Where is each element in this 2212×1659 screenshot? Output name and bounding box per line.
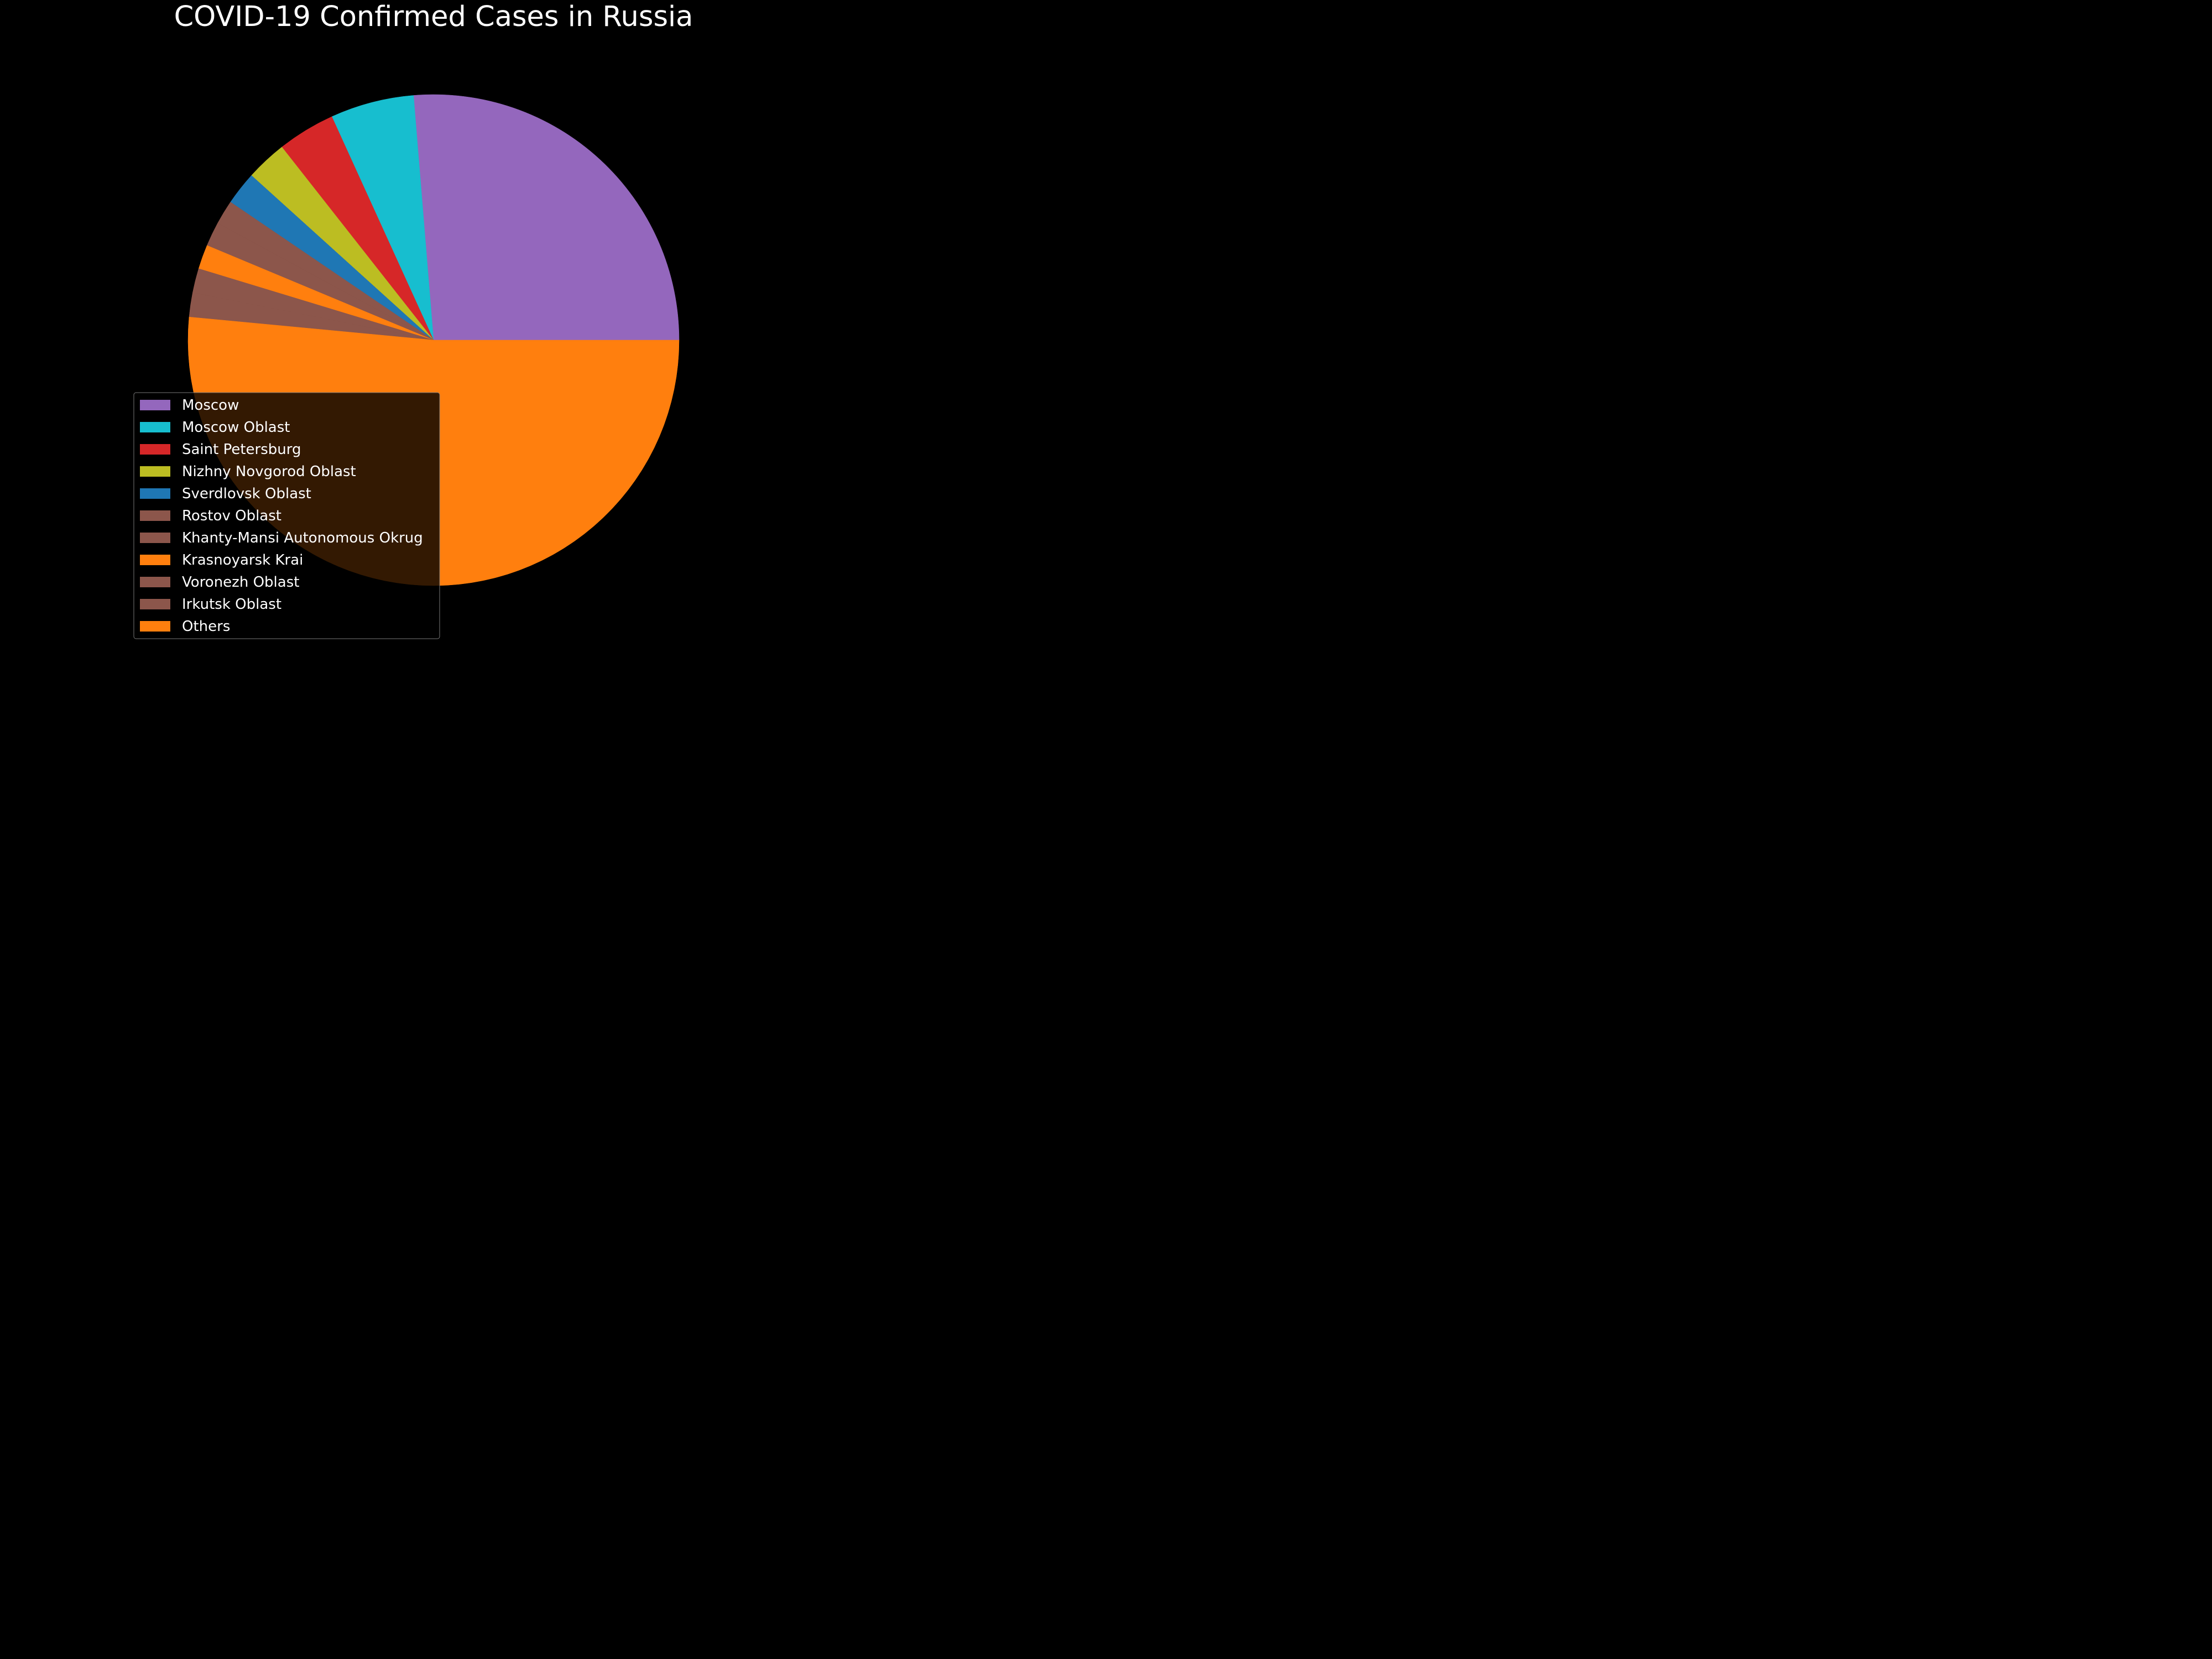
legend-swatch-voronezh-oblast	[140, 577, 170, 587]
chart-title: COVID-19 Confirmed Cases in Russia	[174, 1, 693, 33]
legend-swatch-saint-petersburg	[140, 444, 170, 455]
legend-swatch-krasnoyarsk-krai	[140, 555, 170, 565]
legend-swatch-moscow	[140, 400, 170, 410]
pie-chart: COVID-19 Confirmed Cases in Russia Mosco…	[0, 0, 867, 650]
legend-label-saint-petersburg: Saint Petersburg	[182, 441, 301, 458]
pie-slice-moscow-oblast	[331, 95, 434, 341]
legend-swatch-khanty-mansi-autonomous-okrug	[140, 533, 170, 543]
legend-label-irkutsk-oblast: Irkutsk Oblast	[182, 596, 281, 613]
legend-label-voronezh-oblast: Voronezh Oblast	[182, 574, 299, 591]
legend: Moscow Moscow Oblast Saint Petersburg Nizhn…	[133, 392, 440, 639]
legend-label-rostov-oblast: Rostov Oblast	[182, 508, 281, 524]
legend-label-moscow-oblast: Moscow Oblast	[182, 419, 290, 436]
legend-swatch-moscow-oblast	[140, 422, 170, 432]
legend-items: Moscow Moscow Oblast Saint Petersburg Nizhn…	[140, 397, 423, 635]
pie-slice-moscow	[413, 94, 680, 341]
legend-label-nizhny-novgorod-oblast: Nizhny Novgorod Oblast	[182, 463, 356, 480]
legend-swatch-irkutsk-oblast	[140, 599, 170, 609]
legend-label-krasnoyarsk-krai: Krasnoyarsk Krai	[182, 552, 303, 568]
legend-label-sverdlovsk-oblast: Sverdlovsk Oblast	[182, 486, 311, 502]
legend-swatch-rostov-oblast	[140, 510, 170, 521]
legend-swatch-others	[140, 621, 170, 632]
legend-label-others: Others	[182, 618, 230, 635]
legend-label-khanty-mansi-autonomous-okrug: Khanty-Mansi Autonomous Okrug	[182, 530, 423, 546]
legend-label-moscow: Moscow	[182, 397, 239, 414]
legend-swatch-nizhny-novgorod-oblast	[140, 466, 170, 477]
legend-swatch-sverdlovsk-oblast	[140, 488, 170, 499]
chart-canvas: COVID-19 Confirmed Cases in Russia Mosco…	[133, 1, 693, 639]
legend-frame	[133, 392, 440, 639]
